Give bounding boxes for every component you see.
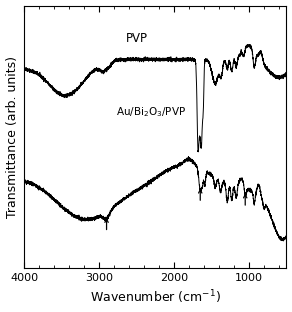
Y-axis label: Transmittance (arb. units): Transmittance (arb. units) [6, 56, 19, 218]
Text: PVP: PVP [126, 32, 147, 45]
Text: Au/Bi$_2$O$_3$/PVP: Au/Bi$_2$O$_3$/PVP [117, 106, 187, 119]
X-axis label: Wavenumber (cm$^{-1}$): Wavenumber (cm$^{-1}$) [90, 289, 221, 306]
